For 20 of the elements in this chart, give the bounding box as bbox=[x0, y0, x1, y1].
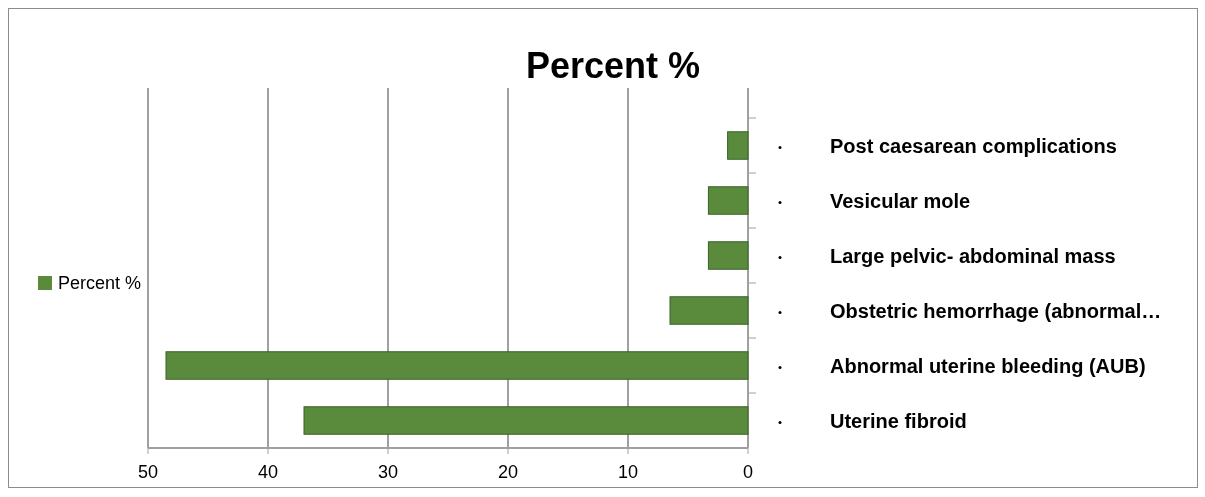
bar bbox=[707, 186, 749, 215]
y-tick-label: Uterine fibroid bbox=[830, 409, 967, 432]
bar bbox=[165, 351, 749, 380]
y-tick-label: Abnormal uterine bleeding (AUB) bbox=[830, 354, 1146, 377]
y-tick-label: Post caesarean complications bbox=[830, 134, 1117, 157]
chart-title: Percent % bbox=[525, 45, 701, 86]
y-tick-label: Vesicular mole bbox=[830, 189, 971, 212]
bar bbox=[303, 406, 749, 435]
x-tick-label: 0 bbox=[742, 462, 754, 482]
y-tick-label: Obstetric hemorrhage (abnormal… bbox=[830, 299, 1162, 322]
legend-label: Percent % bbox=[58, 273, 142, 293]
x-tick-label: 50 bbox=[137, 462, 159, 482]
bar bbox=[669, 296, 749, 325]
y-tick-label: Large pelvic- abdominal mass bbox=[830, 244, 1116, 267]
x-tick-label: 20 bbox=[497, 462, 519, 482]
x-tick-label: 40 bbox=[257, 462, 279, 482]
x-tick-label: 10 bbox=[617, 462, 639, 482]
bar bbox=[727, 131, 749, 160]
bar bbox=[707, 241, 749, 270]
x-tick-label: 30 bbox=[377, 462, 399, 482]
